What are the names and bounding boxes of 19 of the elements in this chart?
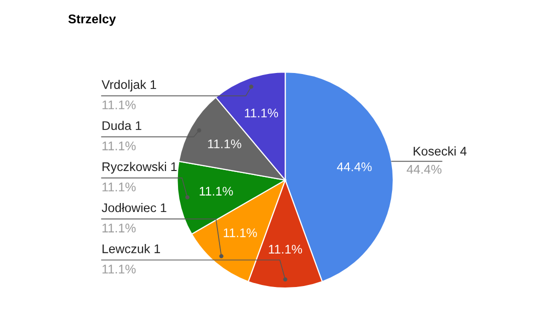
slice-label: Jodłowiec 1: [102, 202, 166, 212]
slice-label: Ryczkowski 1: [102, 162, 177, 174]
text: 11.1%: [102, 224, 136, 232]
text: 11.1%: [102, 182, 136, 192]
data-label: 11.1%: [244, 108, 278, 118]
text: 11.1%: [102, 264, 136, 274]
text: 11.1%: [102, 142, 136, 150]
data-label: 11.1%: [208, 140, 242, 148]
data-label: 11.1%: [200, 186, 233, 196]
text: 44.4%: [406, 164, 442, 174]
chart-title: Strzelcy: [68, 14, 116, 26]
slice-label: Vrdoljak 1: [102, 80, 156, 92]
slice-label: Duda 1: [102, 120, 142, 130]
slice-label: Lewczuk 1: [102, 244, 160, 254]
slice-label: Kosecki 4: [414, 146, 467, 156]
data-label: 44.4%: [336, 162, 372, 172]
data-label: 11.1%: [224, 228, 257, 238]
text: 11.1%: [102, 100, 136, 110]
data-label: 11.1%: [268, 244, 302, 254]
